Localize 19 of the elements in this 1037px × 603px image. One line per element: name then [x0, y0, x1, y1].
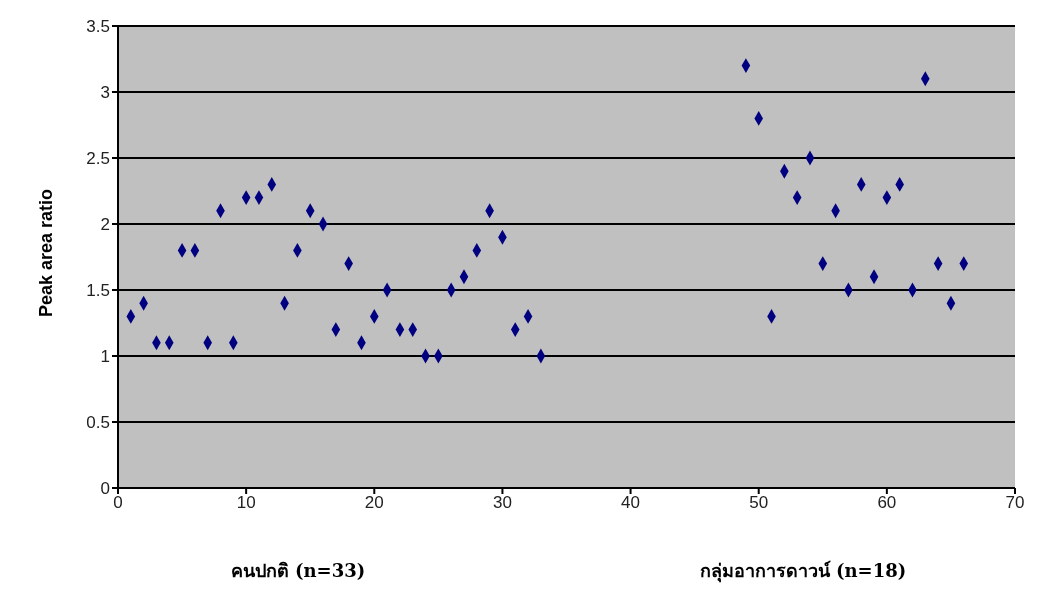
y-tick-label: 2 [100, 215, 110, 235]
y-tick-label: 2.5 [86, 149, 110, 169]
x-tick-label: 20 [364, 493, 384, 513]
x-tick-label: 70 [1005, 493, 1025, 513]
x-tick-label: 60 [877, 493, 897, 513]
y-axis-title: Peak area ratio [36, 188, 57, 317]
x-tick-label: 40 [621, 493, 641, 513]
y-tick-label: 0 [100, 479, 110, 499]
text: คนปกติ (n=33) [229, 559, 367, 583]
y-tick-label: 0.5 [86, 413, 110, 433]
x-tick-label: 30 [492, 493, 512, 513]
text: กลุ่มอาการดาวน์ (n=18) [698, 559, 908, 585]
x-tick-label: 0 [113, 493, 123, 513]
y-tick-label: 1.5 [86, 281, 110, 301]
y-tick-label: 3 [100, 83, 110, 103]
x-tick-label: 50 [749, 493, 769, 513]
y-tick-label: 1 [100, 347, 110, 367]
y-tick-label: 3.5 [86, 17, 110, 37]
x-tick-label: 10 [236, 493, 256, 513]
